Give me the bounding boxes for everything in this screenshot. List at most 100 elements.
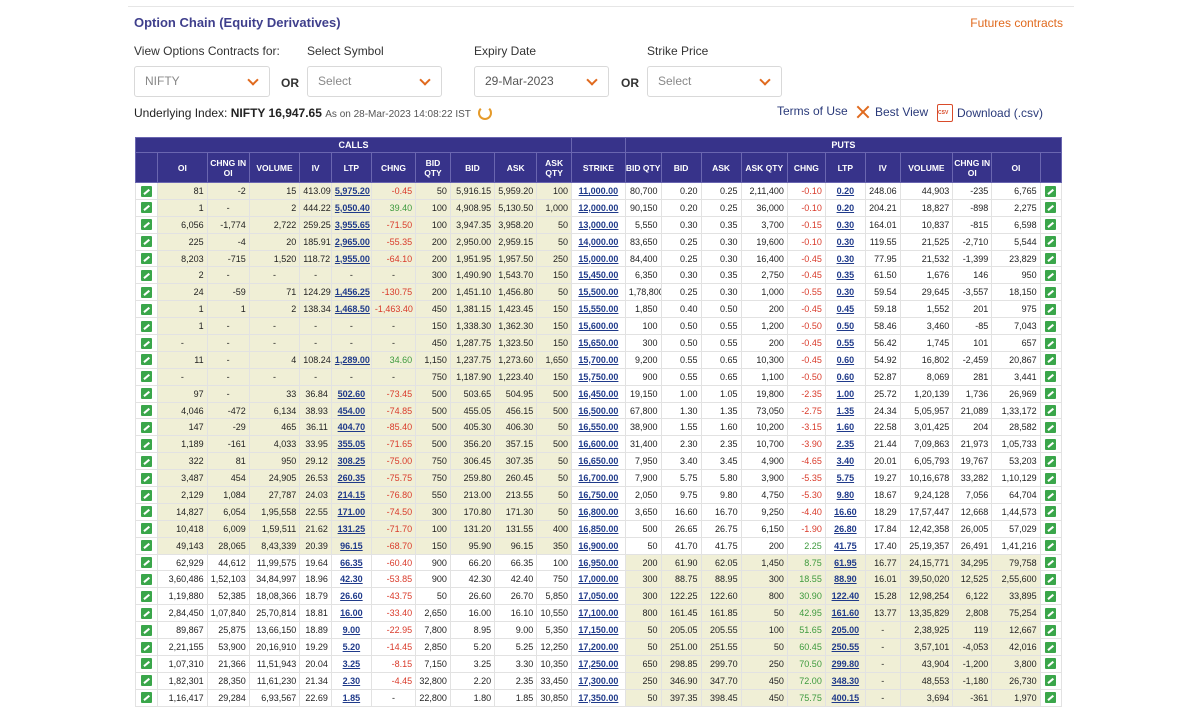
ltp-link[interactable]: 5,975.20 bbox=[330, 182, 372, 200]
chart-icon[interactable] bbox=[1045, 523, 1057, 535]
chart-cell[interactable] bbox=[1039, 688, 1063, 707]
strike-cell[interactable]: 16,500.00 bbox=[571, 401, 626, 420]
chart-icon[interactable] bbox=[1045, 489, 1057, 501]
chart-cell[interactable] bbox=[134, 553, 159, 572]
chart-icon[interactable] bbox=[141, 438, 153, 450]
strike-cell[interactable]: 15,600.00 bbox=[571, 317, 626, 336]
futures-contracts-link[interactable]: Futures contracts bbox=[970, 16, 1063, 30]
ltp-link[interactable]: 260.35 bbox=[330, 469, 372, 488]
chart-cell[interactable] bbox=[134, 384, 159, 403]
chart-icon[interactable] bbox=[141, 489, 153, 501]
chart-icon[interactable] bbox=[1045, 202, 1057, 214]
ltp-link[interactable]: 1,955.00 bbox=[330, 249, 372, 268]
chart-cell[interactable] bbox=[1039, 435, 1063, 454]
ltp-link[interactable]: 3.25 bbox=[330, 654, 372, 673]
chart-cell[interactable] bbox=[134, 367, 159, 386]
chart-cell[interactable] bbox=[134, 198, 159, 217]
chart-cell[interactable] bbox=[134, 435, 159, 454]
chart-icon[interactable] bbox=[1045, 421, 1057, 433]
chart-cell[interactable] bbox=[1039, 621, 1063, 640]
strike-cell[interactable]: 16,700.00 bbox=[571, 469, 626, 488]
ltp-link[interactable]: 214.15 bbox=[330, 486, 372, 504]
strike-cell[interactable]: 14,000.00 bbox=[571, 232, 626, 251]
chart-icon[interactable] bbox=[141, 523, 153, 535]
ltp-link[interactable]: 88.90 bbox=[824, 570, 866, 589]
chart-icon[interactable] bbox=[141, 371, 153, 383]
strike-cell[interactable]: 15,500.00 bbox=[571, 283, 626, 302]
ltp-link[interactable]: 0.60 bbox=[824, 367, 866, 386]
chart-icon[interactable] bbox=[1045, 219, 1057, 231]
strike-cell[interactable]: 16,800.00 bbox=[571, 502, 626, 521]
strike-cell[interactable]: 16,900.00 bbox=[571, 536, 626, 555]
chart-cell[interactable] bbox=[134, 604, 159, 623]
ltp-link[interactable]: 1.85 bbox=[330, 688, 372, 707]
chart-icon[interactable] bbox=[141, 590, 153, 602]
strike-cell[interactable]: 17,150.00 bbox=[571, 621, 626, 640]
ltp-link[interactable]: 2.30 bbox=[330, 671, 372, 690]
chart-icon[interactable] bbox=[1045, 354, 1057, 366]
chart-cell[interactable] bbox=[1039, 654, 1063, 673]
ltp-link[interactable]: 454.00 bbox=[330, 401, 372, 420]
ltp-link[interactable]: 9.80 bbox=[824, 486, 866, 504]
chart-cell[interactable] bbox=[1039, 334, 1063, 352]
strike-cell[interactable]: 16,750.00 bbox=[571, 486, 626, 504]
chart-icon[interactable] bbox=[1045, 624, 1057, 636]
strike-cell[interactable]: 16,850.00 bbox=[571, 519, 626, 538]
strike-cell[interactable]: 15,000.00 bbox=[571, 249, 626, 268]
chart-icon[interactable] bbox=[141, 388, 153, 400]
chart-cell[interactable] bbox=[1039, 350, 1063, 369]
chart-icon[interactable] bbox=[1045, 692, 1057, 704]
chart-icon[interactable] bbox=[1045, 557, 1057, 569]
chart-icon[interactable] bbox=[141, 185, 153, 197]
chart-cell[interactable] bbox=[134, 570, 159, 589]
ltp-link[interactable]: 42.30 bbox=[330, 570, 372, 589]
chart-cell[interactable] bbox=[134, 283, 159, 302]
strike-cell[interactable]: 15,450.00 bbox=[571, 266, 626, 285]
ltp-link[interactable]: 1.35 bbox=[824, 401, 866, 420]
strike-cell[interactable]: 17,350.00 bbox=[571, 688, 626, 707]
terms-of-use-link[interactable]: Terms of Use bbox=[777, 104, 848, 118]
ltp-link[interactable]: 1,289.00 bbox=[330, 350, 372, 369]
chart-cell[interactable] bbox=[134, 486, 159, 504]
ltp-link[interactable]: 66.35 bbox=[330, 553, 372, 572]
strike-cell[interactable]: 15,650.00 bbox=[571, 334, 626, 352]
chart-icon[interactable] bbox=[1045, 472, 1057, 484]
ltp-link[interactable]: 1,456.25 bbox=[330, 283, 372, 302]
chart-cell[interactable] bbox=[134, 317, 159, 336]
chart-cell[interactable] bbox=[134, 688, 159, 707]
chart-icon[interactable] bbox=[1045, 337, 1057, 349]
strike-cell[interactable]: 11,000.00 bbox=[571, 182, 626, 200]
ltp-link[interactable]: 0.20 bbox=[824, 182, 866, 200]
chart-icon[interactable] bbox=[1045, 320, 1057, 332]
chart-icon[interactable] bbox=[1045, 438, 1057, 450]
chart-cell[interactable] bbox=[134, 452, 159, 471]
strike-cell[interactable]: 12,000.00 bbox=[571, 198, 626, 217]
chart-icon[interactable] bbox=[141, 405, 153, 417]
chart-icon[interactable] bbox=[141, 253, 153, 265]
ltp-link[interactable]: 96.15 bbox=[330, 536, 372, 555]
chart-icon[interactable] bbox=[141, 455, 153, 467]
ltp-link[interactable]: 404.70 bbox=[330, 418, 372, 437]
ltp-link[interactable]: 16.60 bbox=[824, 502, 866, 521]
chart-cell[interactable] bbox=[1039, 317, 1063, 336]
chart-icon[interactable] bbox=[141, 219, 153, 231]
ltp-link[interactable]: 5,050.40 bbox=[330, 198, 372, 217]
best-view-button[interactable]: Best View bbox=[855, 104, 928, 120]
refresh-icon[interactable] bbox=[478, 106, 493, 120]
chart-icon[interactable] bbox=[141, 692, 153, 704]
ltp-link[interactable]: 205.00 bbox=[824, 621, 866, 640]
ltp-link[interactable]: 131.25 bbox=[330, 519, 372, 538]
strike-cell[interactable]: 17,000.00 bbox=[571, 570, 626, 589]
chart-icon[interactable] bbox=[1045, 590, 1057, 602]
chart-cell[interactable] bbox=[134, 266, 159, 285]
chart-icon[interactable] bbox=[1045, 185, 1057, 197]
chart-cell[interactable] bbox=[1039, 300, 1063, 319]
chart-icon[interactable] bbox=[1045, 675, 1057, 687]
strike-cell[interactable]: 17,300.00 bbox=[571, 671, 626, 690]
chart-cell[interactable] bbox=[134, 418, 159, 437]
chart-cell[interactable] bbox=[134, 638, 159, 656]
chart-cell[interactable] bbox=[1039, 452, 1063, 471]
chart-icon[interactable] bbox=[141, 658, 153, 670]
download-csv-button[interactable]: Download (.csv) bbox=[937, 104, 1043, 122]
chart-icon[interactable] bbox=[141, 269, 153, 281]
